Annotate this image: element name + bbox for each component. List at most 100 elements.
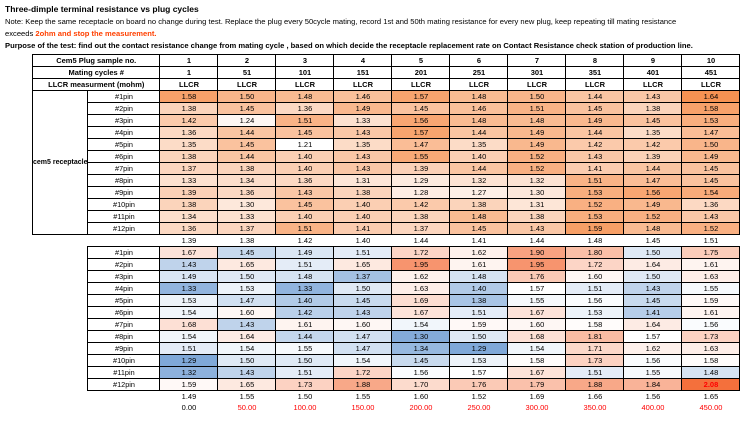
- resistance-cell-first-mating[interactable]: 1.41: [565, 162, 625, 175]
- resistance-cell-50th-mating[interactable]: 1.32: [159, 366, 219, 379]
- resistance-cell-50th-mating[interactable]: 1.44: [275, 330, 335, 343]
- resistance-cell-first-mating[interactable]: 1.38: [217, 162, 277, 175]
- resistance-cell-50th-mating[interactable]: 1.55: [623, 366, 683, 379]
- resistance-cell-first-mating[interactable]: 1.56: [623, 186, 683, 199]
- resistance-cell-50th-mating[interactable]: 1.45: [391, 354, 451, 367]
- sample-number-header[interactable]: 3: [275, 54, 335, 67]
- resistance-cell-50th-mating[interactable]: 1.60: [565, 270, 625, 283]
- resistance-cell-50th-mating[interactable]: 1.69: [391, 294, 451, 307]
- resistance-cell-first-mating[interactable]: 1.31: [507, 198, 567, 211]
- resistance-cell-first-mating[interactable]: 1.28: [391, 186, 451, 199]
- resistance-cell-first-mating[interactable]: 1.58: [159, 90, 219, 103]
- resistance-cell-50th-mating[interactable]: 1.50: [217, 354, 277, 367]
- resistance-cell-50th-mating[interactable]: 1.60: [507, 318, 567, 331]
- average-first-mating[interactable]: 1.38: [239, 235, 255, 245]
- cycle-count-value[interactable]: 300.00: [525, 402, 549, 412]
- receptacle-label[interactable]: cem5 receptacle: [31, 90, 89, 235]
- resistance-cell-50th-mating[interactable]: 1.59: [449, 318, 509, 331]
- resistance-cell-first-mating[interactable]: 1.52: [681, 222, 741, 235]
- resistance-cell-50th-mating[interactable]: 1.47: [333, 342, 393, 355]
- resistance-cell-50th-mating[interactable]: 1.61: [681, 258, 741, 271]
- pin-label[interactable]: #5pin: [87, 294, 161, 307]
- corner-sample-no[interactable]: Cem5 Plug sample no.: [31, 54, 161, 67]
- resistance-cell-50th-mating[interactable]: 1.50: [623, 246, 683, 259]
- llcr-column-header[interactable]: LLCR: [565, 78, 625, 91]
- resistance-cell-50th-mating[interactable]: 1.95: [391, 258, 451, 271]
- resistance-cell-first-mating[interactable]: 1.45: [681, 174, 741, 187]
- resistance-cell-first-mating[interactable]: 1.33: [159, 174, 219, 187]
- pin-label[interactable]: #3pin: [87, 270, 161, 283]
- resistance-cell-first-mating[interactable]: 1.34: [217, 174, 277, 187]
- resistance-cell-first-mating[interactable]: 1.37: [159, 162, 219, 175]
- resistance-cell-50th-mating[interactable]: 1.43: [623, 282, 683, 295]
- resistance-cell-first-mating[interactable]: 1.40: [275, 210, 335, 223]
- cycle-count-value[interactable]: 150.00: [351, 402, 375, 412]
- pin-label[interactable]: #2pin: [87, 258, 161, 271]
- average-first-mating[interactable]: 1.45: [645, 235, 661, 245]
- resistance-cell-first-mating[interactable]: 1.44: [217, 126, 277, 139]
- resistance-cell-50th-mating[interactable]: 1.53: [217, 282, 277, 295]
- resistance-cell-50th-mating[interactable]: 1.50: [449, 330, 509, 343]
- resistance-cell-first-mating[interactable]: 1.38: [623, 102, 683, 115]
- llcr-column-header[interactable]: LLCR: [623, 78, 683, 91]
- resistance-cell-first-mating[interactable]: 1.46: [449, 102, 509, 115]
- pin-label[interactable]: #1pin: [87, 246, 161, 259]
- resistance-cell-first-mating[interactable]: 1.30: [507, 186, 567, 199]
- resistance-cell-first-mating[interactable]: 1.44: [623, 162, 683, 175]
- mating-cycle-header[interactable]: 151: [333, 66, 393, 79]
- llcr-column-header[interactable]: LLCR: [507, 78, 567, 91]
- resistance-cell-50th-mating[interactable]: 1.61: [449, 258, 509, 271]
- resistance-cell-50th-mating[interactable]: 1.51: [275, 366, 335, 379]
- sample-number-header[interactable]: 10: [681, 54, 741, 67]
- sample-number-header[interactable]: 5: [391, 54, 451, 67]
- resistance-cell-first-mating[interactable]: 1.45: [275, 198, 335, 211]
- resistance-cell-first-mating[interactable]: 1.49: [681, 150, 741, 163]
- llcr-column-header[interactable]: LLCR: [159, 78, 219, 91]
- corner-mating-cycles[interactable]: Mating cycles #: [31, 66, 161, 79]
- resistance-cell-50th-mating[interactable]: 1.72: [333, 366, 393, 379]
- resistance-cell-first-mating[interactable]: 1.35: [449, 138, 509, 151]
- resistance-cell-50th-mating[interactable]: 1.67: [159, 246, 219, 259]
- resistance-cell-first-mating[interactable]: 1.47: [391, 138, 451, 151]
- resistance-cell-first-mating[interactable]: 1.53: [681, 114, 741, 127]
- resistance-cell-first-mating[interactable]: 1.42: [623, 138, 683, 151]
- resistance-cell-first-mating[interactable]: 1.48: [623, 222, 683, 235]
- resistance-cell-50th-mating[interactable]: 1.56: [681, 318, 741, 331]
- corner-llcr-label[interactable]: LLCR measurment (mohm): [31, 78, 161, 91]
- sample-number-header[interactable]: 8: [565, 54, 625, 67]
- resistance-cell-50th-mating[interactable]: 1.79: [507, 378, 567, 391]
- mating-cycle-header[interactable]: 301: [507, 66, 567, 79]
- llcr-column-header[interactable]: LLCR: [275, 78, 335, 91]
- resistance-cell-50th-mating[interactable]: 1.54: [507, 342, 567, 355]
- resistance-cell-50th-mating[interactable]: 1.56: [565, 294, 625, 307]
- resistance-cell-50th-mating[interactable]: 1.30: [391, 330, 451, 343]
- resistance-cell-first-mating[interactable]: 1.50: [507, 90, 567, 103]
- resistance-cell-50th-mating[interactable]: 1.51: [333, 246, 393, 259]
- average-first-mating[interactable]: 1.48: [587, 235, 603, 245]
- resistance-cell-first-mating[interactable]: 1.40: [333, 210, 393, 223]
- resistance-cell-first-mating[interactable]: 1.57: [391, 90, 451, 103]
- resistance-cell-first-mating[interactable]: 1.35: [159, 138, 219, 151]
- sample-number-header[interactable]: 2: [217, 54, 277, 67]
- resistance-cell-first-mating[interactable]: 1.40: [333, 198, 393, 211]
- resistance-cell-first-mating[interactable]: 1.24: [217, 114, 277, 127]
- resistance-cell-first-mating[interactable]: 1.52: [565, 198, 625, 211]
- resistance-cell-50th-mating[interactable]: 1.40: [275, 294, 335, 307]
- resistance-cell-first-mating[interactable]: 1.49: [507, 126, 567, 139]
- resistance-cell-first-mating[interactable]: 1.41: [333, 222, 393, 235]
- llcr-column-header[interactable]: LLCR: [681, 78, 741, 91]
- resistance-cell-50th-mating[interactable]: 1.80: [565, 246, 625, 259]
- resistance-cell-first-mating[interactable]: 1.35: [623, 126, 683, 139]
- resistance-cell-first-mating[interactable]: 1.54: [681, 186, 741, 199]
- cycle-count-value[interactable]: 0.00: [181, 402, 197, 412]
- resistance-cell-50th-mating[interactable]: 1.61: [681, 306, 741, 319]
- pin-label[interactable]: #8pin: [87, 330, 161, 343]
- resistance-cell-50th-mating[interactable]: 1.64: [217, 330, 277, 343]
- resistance-cell-first-mating[interactable]: 1.51: [507, 102, 567, 115]
- resistance-cell-50th-mating[interactable]: 1.51: [275, 258, 335, 271]
- resistance-cell-50th-mating[interactable]: 1.54: [217, 342, 277, 355]
- resistance-cell-first-mating[interactable]: 1.44: [449, 162, 509, 175]
- resistance-cell-50th-mating[interactable]: 1.64: [623, 258, 683, 271]
- mating-cycle-header[interactable]: 251: [449, 66, 509, 79]
- resistance-cell-50th-mating[interactable]: 1.51: [565, 282, 625, 295]
